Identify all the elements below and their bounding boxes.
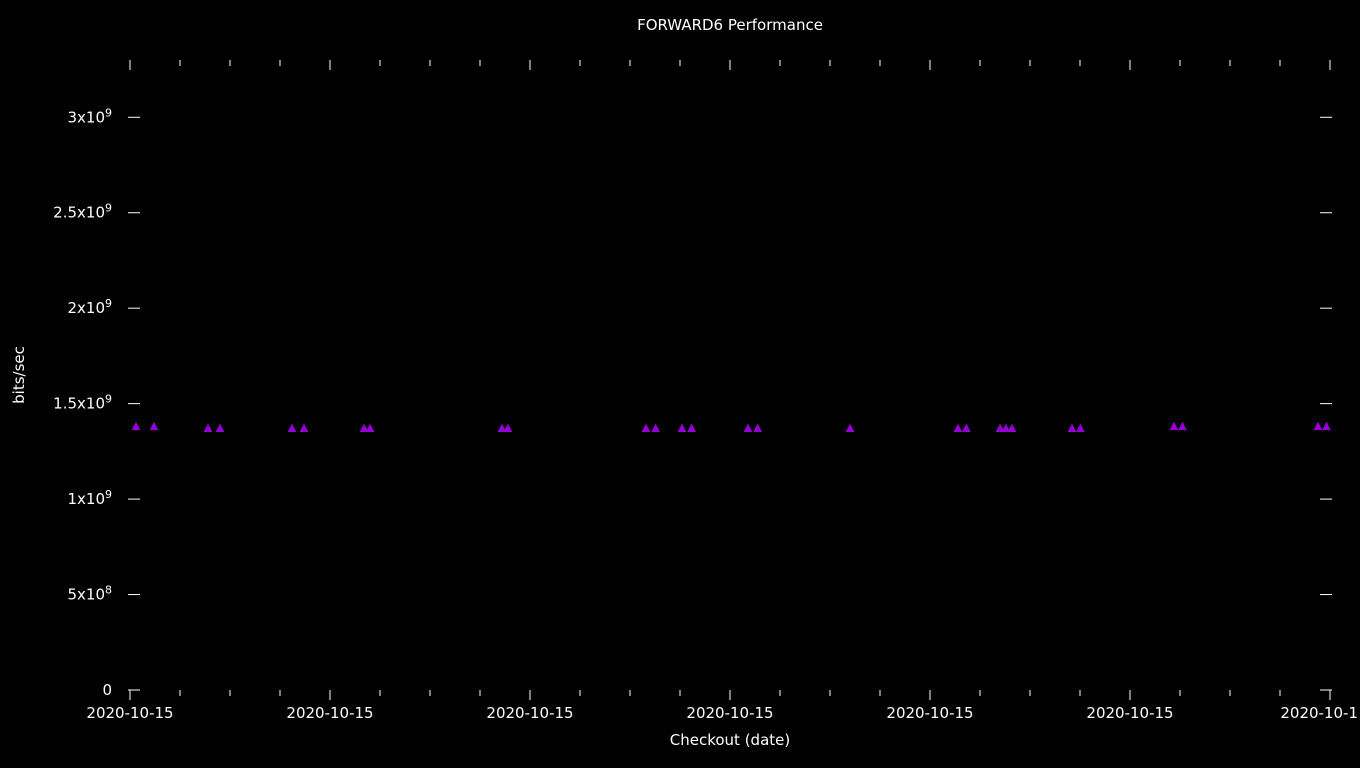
x-axis-label: Checkout (date) [670,731,790,749]
x-tick-label: 2020-10-15 [86,704,173,722]
y-tick-label: 1.5x109 [53,392,112,413]
chart-background [0,0,1360,768]
x-tick-label: 2020-10-15 [286,704,373,722]
y-tick-label: 0 [102,681,112,699]
x-tick-label: 2020-10-15 [486,704,573,722]
chart-title: FORWARD6 Performance [637,16,823,34]
y-axis-label: bits/sec [10,346,28,404]
x-tick-label: 2020-10-15 [886,704,973,722]
x-tick-label: 2020-10-15 [1086,704,1173,722]
performance-chart: FORWARD6 Performance05x1081x1091.5x1092x… [0,0,1360,768]
y-tick-label: 2.5x109 [53,201,112,222]
x-tick-label: 2020-10-1 [1280,704,1358,722]
x-tick-label: 2020-10-15 [686,704,773,722]
